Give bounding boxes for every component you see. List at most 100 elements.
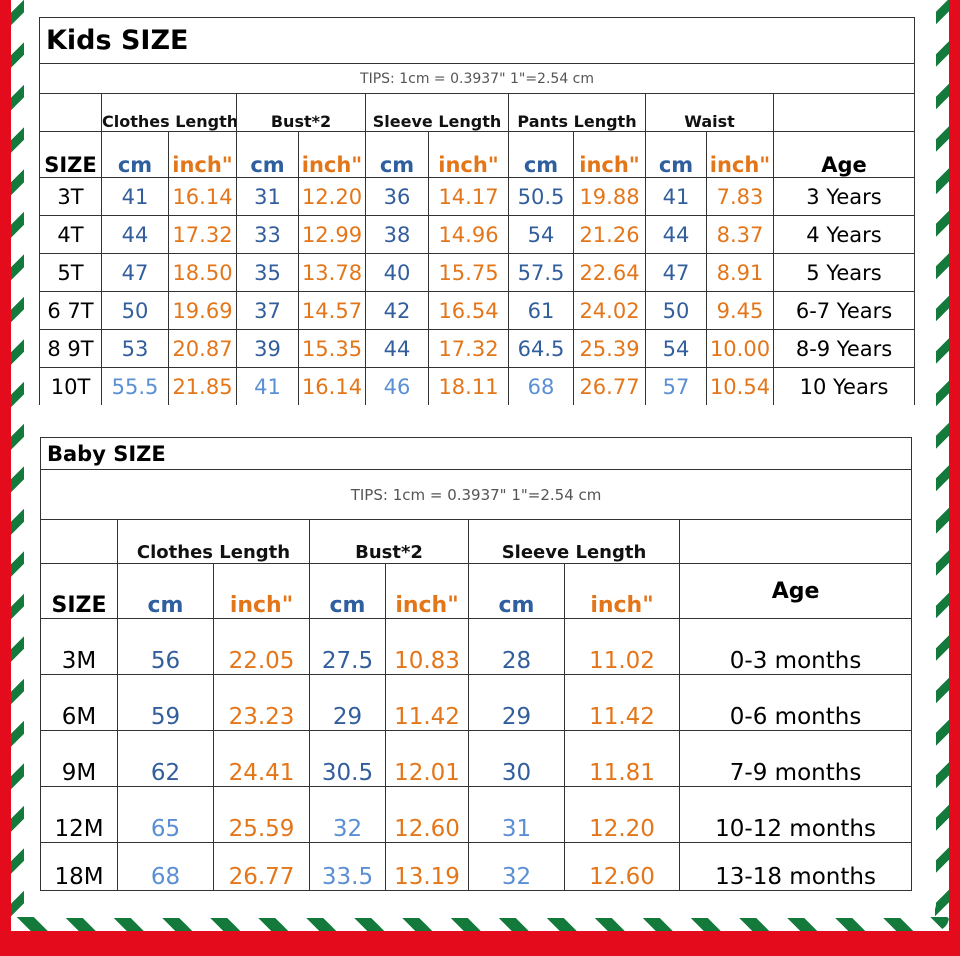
kids-group-pants-length: Pants Length (508, 93, 646, 132)
kids-unit-inch: inch" (706, 131, 774, 178)
pants-length-cm: 68 (508, 367, 574, 405)
age-cell: 10 Years (772, 367, 916, 405)
frame-left-stripes (11, 0, 25, 931)
table-row: 5T 47 18.50 35 13.78 40 15.75 57.5 22.64… (39, 253, 916, 292)
clothes-length-inch: 20.87 (168, 329, 237, 368)
age-cell: 0-6 months (678, 674, 913, 731)
pants-length-cm: 57.5 (508, 253, 574, 292)
sleeve-length-inch: 15.75 (428, 253, 509, 292)
kids-unit-inch: inch" (298, 131, 366, 178)
sleeve-length-inch: 11.02 (564, 618, 680, 675)
table-row: 3T 41 16.14 31 12.20 36 14.17 50.5 19.88… (39, 177, 916, 216)
kids-unit-inch: inch" (573, 131, 646, 178)
age-cell: 3 Years (772, 177, 916, 216)
table-row: 12M 65 25.59 32 12.60 31 12.20 10-12 mon… (40, 786, 913, 843)
clothes-length-cm: 65 (117, 786, 214, 843)
size-cell: 6 7T (39, 291, 102, 330)
pants-length-inch: 24.02 (573, 291, 646, 330)
waist-cm: 47 (645, 253, 707, 292)
kids-unit-cm: cm (645, 131, 707, 178)
clothes-length-inch: 25.59 (213, 786, 310, 843)
frame-left-red (0, 0, 11, 956)
bust-cm: 30.5 (309, 730, 386, 787)
bust-inch: 16.14 (298, 367, 366, 405)
waist-inch: 8.37 (706, 215, 774, 254)
sleeve-length-inch: 11.42 (564, 674, 680, 731)
sleeve-length-cm: 36 (365, 177, 429, 216)
clothes-length-inch: 22.05 (213, 618, 310, 675)
table-row: 4T 44 17.32 33 12.99 38 14.96 54 21.26 4… (39, 215, 916, 254)
pants-length-cm: 64.5 (508, 329, 574, 368)
baby-group-clothes-length: Clothes Length (117, 519, 310, 564)
baby-unit-cm: cm (117, 563, 214, 619)
kids-unit-inch: inch" (428, 131, 509, 178)
clothes-length-inch: 24.41 (213, 730, 310, 787)
bust-inch: 12.20 (298, 177, 366, 216)
size-cell: 3T (39, 177, 102, 216)
bust-cm: 35 (236, 253, 299, 292)
baby-age-header: Age (678, 563, 913, 619)
kids-group-sleeve-length: Sleeve Length (365, 93, 509, 132)
bust-cm: 37 (236, 291, 299, 330)
clothes-length-cm: 44 (101, 215, 169, 254)
sleeve-length-cm: 44 (365, 329, 429, 368)
baby-age-blank (678, 519, 913, 564)
size-cell: 4T (39, 215, 102, 254)
sleeve-length-inch: 14.17 (428, 177, 509, 216)
clothes-length-inch: 21.85 (168, 367, 237, 405)
age-cell: 8-9 Years (772, 329, 916, 368)
bust-cm: 31 (236, 177, 299, 216)
frame-right-stripes (935, 0, 949, 931)
table-row: 9M 62 24.41 30.5 12.01 30 11.81 7-9 mont… (40, 730, 913, 787)
pants-length-inch: 19.88 (573, 177, 646, 216)
clothes-length-inch: 18.50 (168, 253, 237, 292)
pants-length-cm: 54 (508, 215, 574, 254)
clothes-length-cm: 62 (117, 730, 214, 787)
waist-cm: 44 (645, 215, 707, 254)
waist-inch: 7.83 (706, 177, 774, 216)
bust-cm: 41 (236, 367, 299, 405)
table-row: 6 7T 50 19.69 37 14.57 42 16.54 61 24.02… (39, 291, 916, 330)
size-cell: 18M (40, 842, 118, 891)
size-cell: 10T (39, 367, 102, 405)
bust-cm: 32 (309, 786, 386, 843)
age-cell: 13-18 months (678, 842, 913, 891)
table-row: 10T 55.5 21.85 41 16.14 46 18.11 68 26.7… (39, 367, 916, 405)
bust-cm: 39 (236, 329, 299, 368)
baby-tips: TIPS: 1cm = 0.3937" 1"=2.54 cm (39, 469, 913, 520)
kids-tips: TIPS: 1cm = 0.3937" 1"=2.54 cm (38, 63, 916, 94)
kids-unit-inch: inch" (168, 131, 237, 178)
kids-unit-cm: cm (365, 131, 429, 178)
sleeve-length-cm: 31 (468, 786, 565, 843)
bust-inch: 15.35 (298, 329, 366, 368)
clothes-length-inch: 17.32 (168, 215, 237, 254)
sleeve-length-cm: 30 (468, 730, 565, 787)
clothes-length-cm: 68 (117, 842, 214, 891)
age-cell: 10-12 months (678, 786, 913, 843)
baby-unit-inch: inch" (385, 563, 469, 619)
baby-size-header: SIZE (40, 563, 118, 619)
baby-unit-inch: inch" (564, 563, 680, 619)
table-row: 18M 68 26.77 33.5 13.19 32 12.60 13-18 m… (40, 842, 913, 891)
clothes-length-inch: 19.69 (168, 291, 237, 330)
sleeve-length-inch: 12.20 (564, 786, 680, 843)
frame-right-red (949, 0, 960, 956)
sleeve-length-inch: 16.54 (428, 291, 509, 330)
clothes-length-cm: 50 (101, 291, 169, 330)
waist-inch: 10.00 (706, 329, 774, 368)
waist-cm: 57 (645, 367, 707, 405)
size-cell: 6M (40, 674, 118, 731)
pants-length-inch: 22.64 (573, 253, 646, 292)
kids-unit-cm: cm (236, 131, 299, 178)
pants-length-inch: 21.26 (573, 215, 646, 254)
age-cell: 4 Years (772, 215, 916, 254)
frame-bottom-red (0, 931, 960, 956)
kids-unit-cm: cm (101, 131, 169, 178)
sleeve-length-cm: 29 (468, 674, 565, 731)
waist-cm: 41 (645, 177, 707, 216)
table-row: 6M 59 23.23 29 11.42 29 11.42 0-6 months (40, 674, 913, 731)
baby-group-bust: Bust*2 (309, 519, 469, 564)
size-cell: 9M (40, 730, 118, 787)
bust-cm: 33 (236, 215, 299, 254)
clothes-length-cm: 41 (101, 177, 169, 216)
